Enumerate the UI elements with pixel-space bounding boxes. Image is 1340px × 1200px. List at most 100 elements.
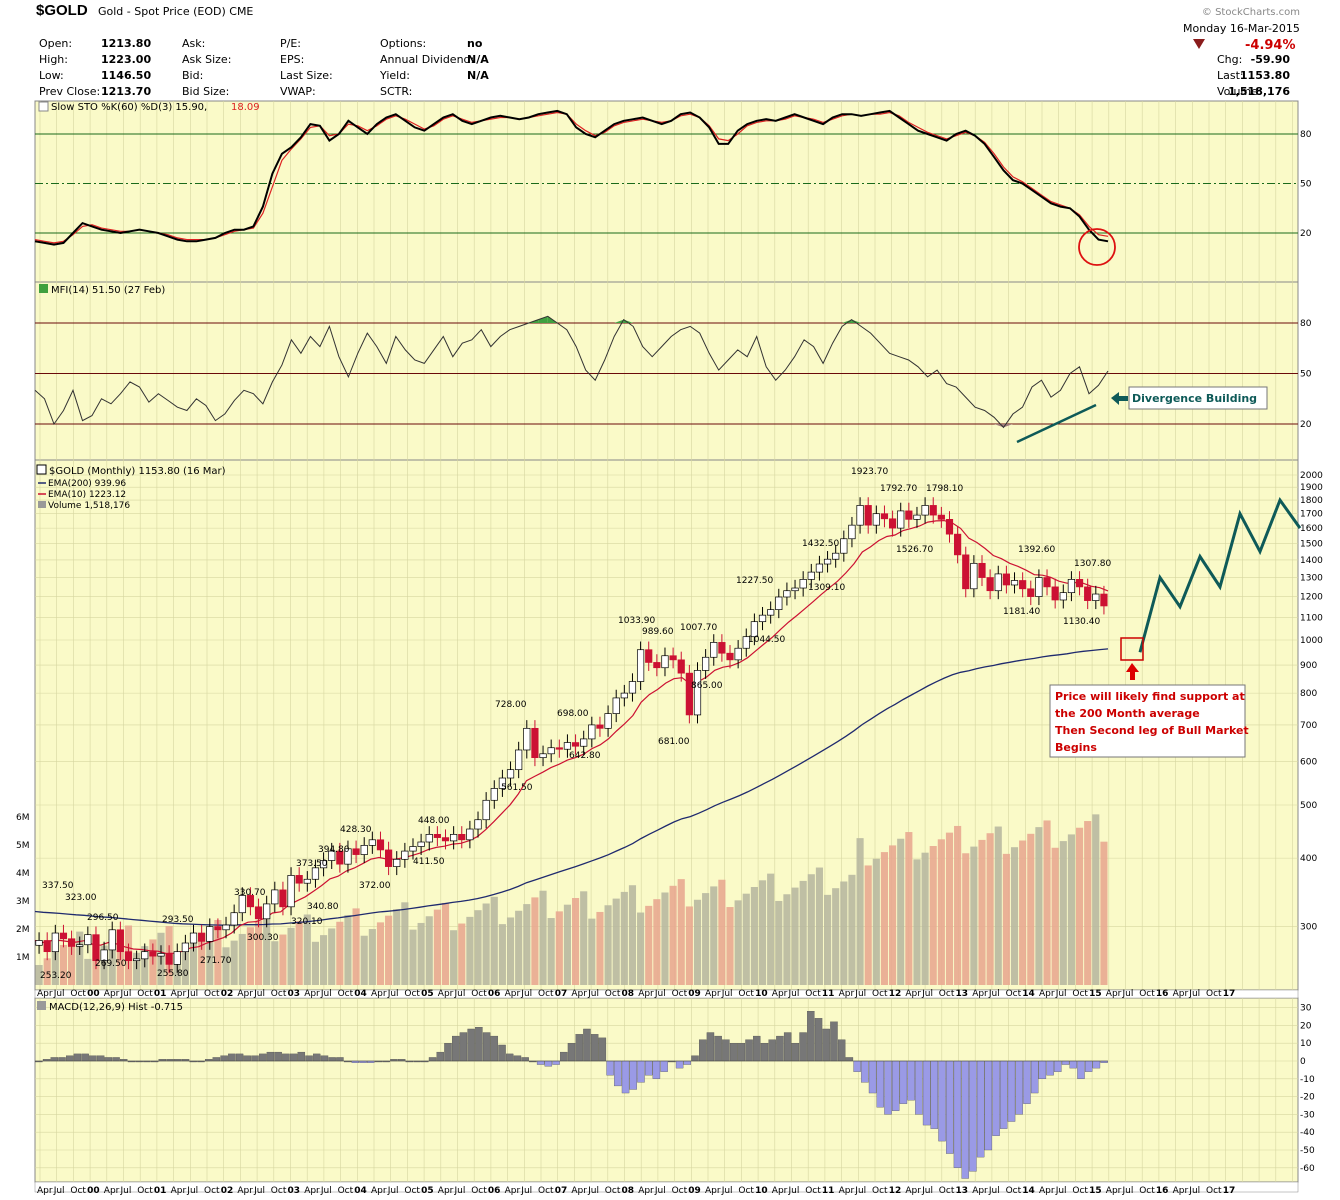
down-arrow-icon [1193, 39, 1205, 49]
macd-hist-bar [467, 1028, 475, 1062]
macd-hist-bar [861, 1060, 869, 1083]
x-axis-month: Oct [271, 989, 287, 999]
field-label: Chg: [1217, 53, 1243, 66]
macd-hist-bar [1046, 1060, 1054, 1076]
candle-body [970, 562, 978, 590]
macd-hist-bar [251, 1055, 259, 1062]
macd-hist-bar [1092, 1060, 1101, 1069]
volume-bar [815, 867, 823, 985]
candle-body [978, 562, 986, 578]
volume-bar [661, 892, 669, 985]
price-point-label: 728.00 [495, 700, 527, 710]
x-axis-strip [34, 1181, 1299, 1193]
candle-body [767, 609, 775, 616]
x-axis-year: 02 [221, 989, 234, 999]
candle-body [458, 834, 466, 841]
macd-hist-bar [876, 1060, 884, 1108]
x-axis-month: Apr [171, 1186, 187, 1196]
x-axis-month: Jul [1055, 1186, 1067, 1196]
x-axis-month: Oct [939, 989, 955, 999]
price-tick-label: 1400 [1300, 556, 1323, 566]
volume-bar [441, 902, 450, 985]
volume-tick-label: 5M [16, 841, 30, 851]
ema10-line [34, 519, 1109, 955]
candle-body [677, 659, 685, 674]
macd-hist-bar [96, 1055, 105, 1062]
macd-hist-bar [220, 1055, 228, 1062]
candle-body [726, 652, 734, 661]
mfi-legend-icon [39, 284, 48, 293]
volume-bar [1019, 840, 1027, 985]
candle-body [864, 505, 872, 526]
macd-hist-bar [660, 1060, 668, 1072]
candle-body [1075, 579, 1084, 588]
x-axis-strip [34, 989, 1299, 999]
candle-body [401, 850, 409, 860]
price-point-label: 1798.10 [926, 484, 963, 494]
field-label: Annual Dividend: [380, 53, 475, 66]
x-axis-month: Jul [186, 989, 198, 999]
macd-hist-bar [390, 1059, 398, 1062]
price-tick-label: 1900 [1300, 483, 1323, 493]
macd-hist-bar [1030, 1060, 1039, 1094]
macd-hist-bar [58, 1057, 66, 1062]
x-axis-month: Jul [721, 1186, 733, 1196]
volume-bar [328, 928, 336, 985]
volume-bar [580, 891, 588, 985]
price-point-label: 1792.70 [880, 484, 917, 494]
macd-hist-bar [166, 1059, 174, 1062]
x-axis-month: Jul [253, 1186, 265, 1196]
field-value: 1213.80 [101, 37, 152, 50]
candle-body [758, 614, 767, 623]
macd-hist-bar [699, 1039, 707, 1062]
volume-bar [303, 914, 311, 985]
x-axis-month: Oct [1206, 989, 1222, 999]
macd-hist-bar [930, 1060, 939, 1129]
field-label: Ask Size: [182, 53, 232, 66]
macd-hist-bar [776, 1035, 784, 1062]
x-axis-month: Oct [538, 989, 554, 999]
macd-hist-bar [1084, 1060, 1093, 1072]
candle-body [263, 903, 271, 920]
volume-bar [311, 941, 320, 985]
x-axis-month: Jul [788, 1186, 800, 1196]
candle-body [238, 895, 246, 914]
volume-bar [710, 886, 718, 985]
volume-bar [1043, 820, 1051, 985]
x-axis-month: Oct [471, 989, 487, 999]
macd-tick-label: 10 [1300, 1039, 1312, 1049]
volume-bar [466, 916, 474, 985]
price-point-label: 1227.50 [736, 576, 773, 586]
macd-tick-label: 20 [1300, 1021, 1312, 1031]
x-axis-month: Apr [171, 989, 187, 999]
volume-bar [515, 910, 523, 985]
volume-bar [1059, 841, 1067, 985]
candle-body [214, 926, 222, 931]
macd-hist-bar [475, 1027, 483, 1062]
x-axis-month: Apr [972, 989, 988, 999]
candle-body [35, 940, 43, 946]
x-axis-month: Apr [371, 1186, 387, 1196]
volume-bar [612, 898, 620, 985]
x-axis-month: Jul [654, 989, 666, 999]
x-axis-year: 04 [354, 989, 367, 999]
price-point-label: 1044.50 [748, 635, 785, 645]
field-label: Options: [380, 37, 427, 50]
x-axis-month: Oct [538, 1186, 554, 1196]
divergence-trendline [1016, 403, 1097, 444]
field-label: VWAP: [280, 85, 316, 98]
price-point-label: 989.60 [642, 627, 674, 637]
volume-bar [360, 935, 368, 985]
price-tick-label: 1600 [1300, 524, 1323, 534]
volume-bar [271, 941, 279, 985]
x-axis-year: 17 [1223, 989, 1236, 999]
price-point-label: 1392.60 [1018, 545, 1055, 555]
x-axis-month: Jul [186, 1186, 198, 1196]
x-axis-month: Oct [672, 1186, 688, 1196]
price-tick-label: 1500 [1300, 539, 1323, 549]
candle-body [474, 819, 482, 830]
macd-hist-bar [297, 1051, 306, 1062]
macd-hist-bar [583, 1028, 591, 1062]
candle-body [1035, 577, 1043, 597]
field-label: Prev Close: [39, 85, 101, 98]
